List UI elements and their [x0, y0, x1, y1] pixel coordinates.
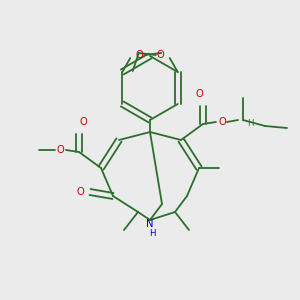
Text: O: O [79, 117, 87, 127]
Text: O: O [135, 50, 143, 60]
Text: O: O [218, 117, 226, 127]
Text: O: O [76, 187, 84, 197]
Text: O: O [157, 50, 165, 60]
Text: O: O [56, 145, 64, 155]
Text: O: O [195, 89, 203, 99]
Text: H: H [149, 229, 155, 238]
Text: H: H [247, 119, 253, 128]
Text: N: N [146, 219, 154, 229]
